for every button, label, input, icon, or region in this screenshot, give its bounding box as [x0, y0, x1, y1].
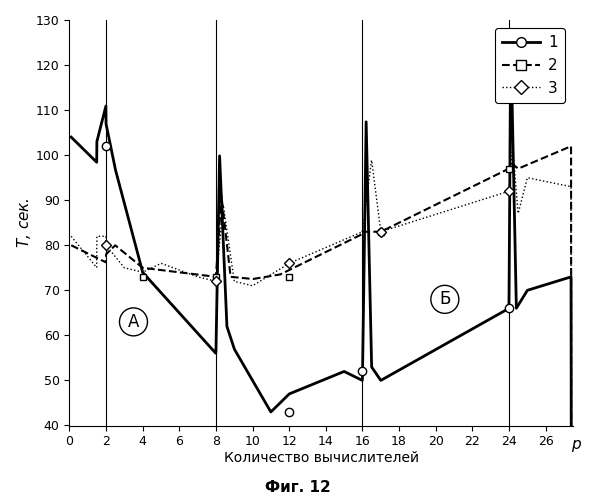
Text: p: p	[571, 437, 581, 452]
Text: Б: Б	[439, 290, 451, 308]
Legend: 1, 2, 3: 1, 2, 3	[495, 28, 566, 103]
Y-axis label: $T$, сек.: $T$, сек.	[15, 198, 33, 248]
X-axis label: Количество вычислителей: Количество вычислителей	[224, 451, 419, 465]
Text: Фиг. 12: Фиг. 12	[265, 480, 331, 495]
Text: А: А	[128, 313, 139, 331]
